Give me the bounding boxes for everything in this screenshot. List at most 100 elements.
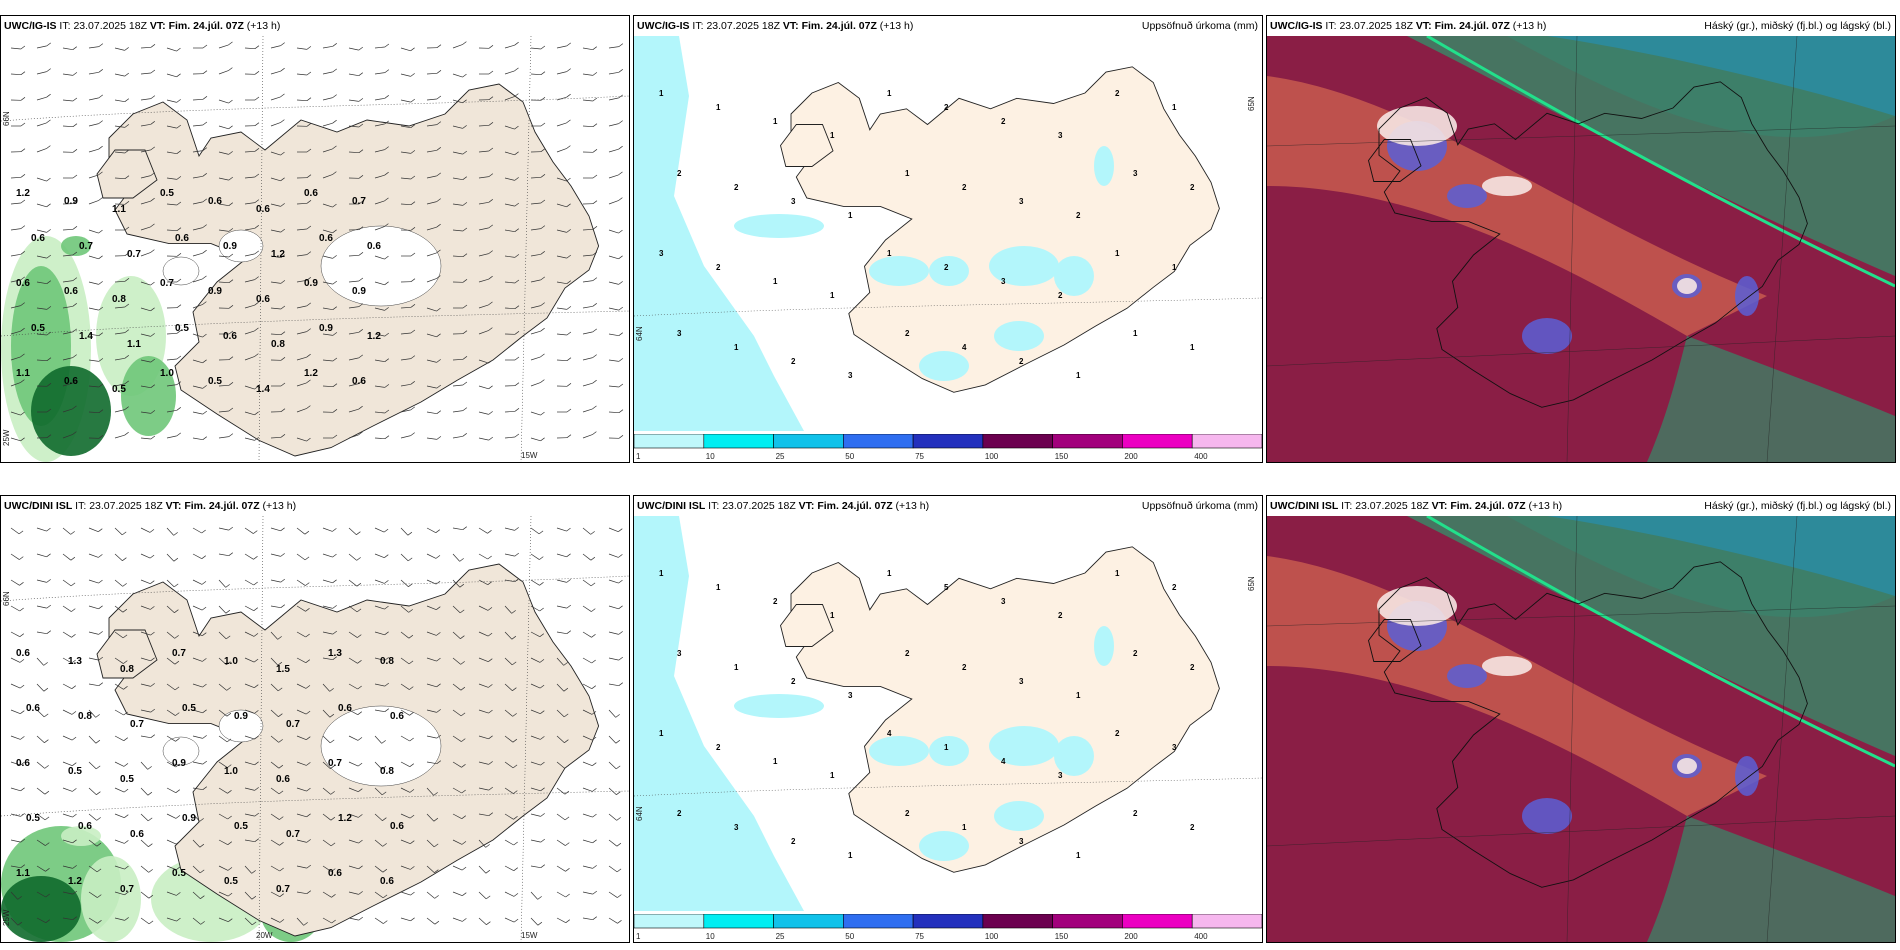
wind-barb-flag — [19, 582, 24, 586]
wind-barb — [530, 253, 541, 257]
wind-barb — [296, 47, 307, 50]
wind-barb-flag — [591, 711, 597, 715]
wind-barb — [140, 333, 151, 337]
wind-barb — [400, 605, 409, 613]
wind-barb-flag — [228, 918, 233, 922]
wind-barb-flag — [462, 407, 468, 411]
wind-barb — [88, 307, 99, 311]
wind-barb — [36, 122, 47, 127]
wind-barb-flag — [540, 838, 546, 843]
wind-barb — [10, 382, 21, 387]
lat-label: 65N — [1247, 96, 1256, 111]
wind-barb-flag — [590, 531, 595, 535]
wind-barb-flag — [618, 43, 624, 47]
value-label: 0.5 — [172, 868, 186, 879]
value-label: 1 — [887, 249, 892, 258]
wind-barb-flag — [72, 251, 78, 256]
iceland-land — [790, 546, 1220, 873]
wind-barb-flag — [150, 435, 156, 440]
wind-barb — [166, 709, 176, 716]
colorbar-tick: 25 — [776, 452, 785, 461]
wind-barb-flag — [591, 634, 596, 638]
precip-patch — [869, 736, 929, 766]
vt-prefix: VT: — [782, 20, 799, 32]
wind-barb-flag — [19, 607, 24, 612]
wind-barb — [244, 150, 256, 153]
wind-barb-flag — [253, 556, 258, 560]
wind-barb-flag — [227, 790, 232, 794]
wind-barb — [608, 917, 618, 924]
wind-barb — [530, 735, 541, 740]
wind-barb-flag — [332, 332, 338, 336]
wind-barb-flag — [332, 203, 337, 208]
value-label: 0.8 — [380, 766, 394, 777]
value-label: 1.5 — [276, 664, 290, 675]
wind-barb-flag — [462, 99, 467, 104]
wind-barb — [244, 385, 255, 390]
wind-barb-flag — [358, 354, 364, 359]
wind-barb — [166, 865, 177, 871]
wind-barb — [374, 255, 385, 260]
wind-barb-flag — [124, 72, 130, 77]
wind-barb — [114, 917, 125, 921]
wind-barb — [608, 229, 619, 234]
wind-barbs — [10, 526, 624, 926]
wind-barb-flag — [149, 529, 155, 533]
wind-barb — [400, 891, 411, 896]
wind-barb — [88, 839, 98, 847]
wind-barb — [296, 99, 308, 102]
wind-barb-flag — [225, 584, 230, 588]
wind-barb — [10, 279, 21, 283]
wind-barb-flag — [176, 124, 182, 129]
wind-barb-flag — [462, 918, 467, 922]
wind-barb — [244, 330, 255, 335]
wind-barb-flag — [410, 150, 416, 154]
value-label: 3 — [677, 329, 682, 338]
wind-barb — [114, 99, 125, 103]
wind-barb-flag — [384, 281, 389, 286]
wind-barb-flag — [462, 304, 468, 309]
wind-barb-flag — [358, 72, 364, 76]
wind-barb — [244, 279, 255, 283]
wind-barb-flag — [98, 332, 104, 336]
wind-barb-flag — [566, 527, 571, 532]
wind-barb-flag — [512, 713, 517, 717]
wind-barb-flag — [592, 149, 598, 153]
wind-barb — [530, 356, 541, 361]
wind-barb-flag — [46, 145, 51, 149]
wind-barb — [62, 125, 74, 128]
wind-barb-flag — [410, 840, 415, 844]
wind-barb-flag — [72, 200, 78, 204]
wind-barb — [556, 605, 567, 609]
wind-barb — [192, 359, 203, 364]
value-label: 0.8 — [112, 294, 126, 305]
wind-barb-flag — [202, 436, 208, 440]
wind-barb-flag — [540, 148, 546, 152]
value-label: 2 — [791, 837, 796, 846]
wind-barb — [374, 359, 385, 363]
wind-barb-flag — [618, 281, 623, 285]
wind-barb-flag — [332, 434, 338, 439]
wind-barb-flag — [434, 895, 439, 899]
wind-barb-flag — [332, 579, 337, 584]
wind-barb — [608, 527, 619, 533]
wind-barb — [114, 683, 124, 690]
map-canvas: 65N64N1121153212312322312212114143232321… — [634, 516, 1262, 942]
wind-barb-flag — [202, 333, 207, 338]
wind-barb-flag — [540, 174, 546, 178]
value-label: 0.7 — [79, 241, 93, 252]
wind-barb-flag — [537, 896, 542, 900]
wind-barb-flag — [566, 68, 571, 72]
value-label: 0.6 — [390, 711, 404, 722]
value-label: 1.2 — [338, 813, 352, 824]
value-label: 1 — [1115, 569, 1120, 578]
wind-barb-flag — [436, 632, 441, 636]
value-label: 2 — [1019, 357, 1024, 366]
wind-barb-flag — [592, 431, 597, 435]
wind-barb-flag — [280, 553, 285, 557]
wind-barb-flag — [72, 788, 77, 792]
wind-barb — [608, 735, 617, 744]
value-label: 3 — [1019, 677, 1024, 686]
wind-barb-flag — [436, 275, 441, 279]
